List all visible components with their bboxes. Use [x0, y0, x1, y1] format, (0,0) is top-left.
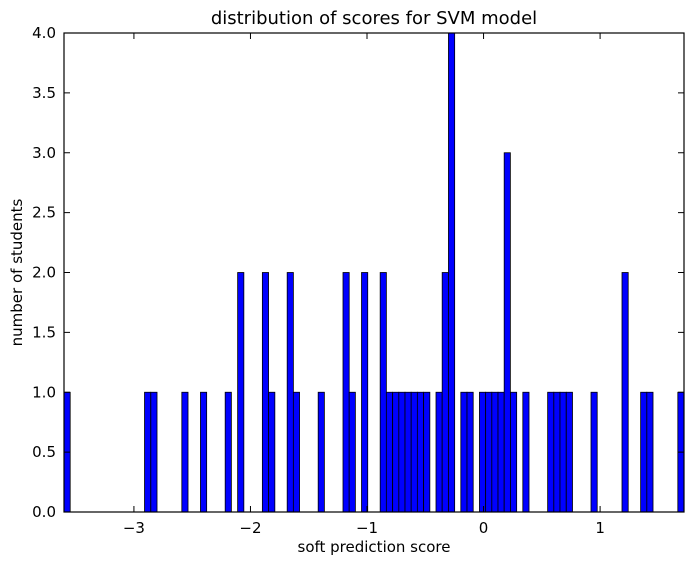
histogram-bar: [435, 391, 443, 513]
x-tick-label: 0: [479, 519, 489, 537]
histogram-bar: [460, 391, 468, 513]
x-tick-label: −3: [123, 519, 145, 537]
histogram-bar: [379, 272, 387, 513]
histogram-bar: [479, 391, 487, 513]
histogram-bar: [150, 391, 158, 513]
chart-title: distribution of scores for SVM model: [211, 8, 537, 29]
x-axis-label: soft prediction score: [298, 538, 451, 556]
histogram-bar: [224, 391, 232, 513]
y-tick-label: 2.0: [32, 264, 56, 282]
histogram-bar: [237, 272, 245, 513]
histogram-bar: [503, 152, 511, 513]
y-axis-label: number of students: [8, 198, 26, 346]
histogram-bar: [621, 272, 629, 513]
y-tick-label: 1.5: [32, 323, 56, 341]
histogram-bar: [553, 391, 561, 513]
histogram-bar: [491, 391, 499, 513]
histogram-bar: [646, 391, 654, 513]
x-axis: −3 −2 −1 0 1: [123, 33, 605, 537]
histogram-bar: [448, 32, 456, 513]
histogram-bar: [398, 391, 406, 513]
histogram-bar: [392, 391, 400, 513]
histogram-bar: [441, 272, 449, 513]
histogram-bar: [200, 391, 208, 513]
histogram-bar: [416, 391, 424, 513]
y-tick-label: 2.5: [32, 204, 56, 222]
x-tick-label: −2: [239, 519, 261, 537]
x-tick-label: 1: [595, 519, 605, 537]
y-tick-label: 0.0: [32, 503, 56, 521]
histogram-bar: [423, 391, 431, 513]
histogram-bar: [286, 272, 294, 513]
histogram-bar: [590, 391, 598, 513]
histogram-bar: [547, 391, 555, 513]
histogram-bar: [361, 272, 369, 513]
histogram-bar: [522, 391, 530, 513]
histogram-bar: [342, 272, 350, 513]
histogram-bar: [292, 391, 300, 513]
histogram-bar: [261, 272, 269, 513]
y-axis: 0.0 0.5 1.0 1.5 2.0 2.5 3.0 3.5 4.0: [32, 24, 684, 521]
histogram-bar: [181, 391, 189, 513]
histogram-bar: [497, 391, 505, 513]
histogram-bar: [559, 391, 567, 513]
histogram-bar: [510, 391, 518, 513]
histogram-bar: [640, 391, 648, 513]
histogram-bar: [404, 391, 412, 513]
histogram-bar: [268, 391, 276, 513]
histogram-bar: [348, 391, 356, 513]
y-tick-label: 1.0: [32, 383, 56, 401]
histogram-bar: [144, 391, 152, 513]
y-tick-label: 3.0: [32, 144, 56, 162]
histogram-bar: [485, 391, 493, 513]
histogram-bar: [410, 391, 418, 513]
y-tick-label: 4.0: [32, 24, 56, 42]
y-tick-label: 0.5: [32, 443, 56, 461]
y-tick-label: 3.5: [32, 84, 56, 102]
histogram-bar: [565, 391, 573, 513]
x-tick-label: −1: [356, 519, 378, 537]
histogram-bar: [317, 391, 325, 513]
histogram-bar: [466, 391, 474, 513]
histogram-bar: [385, 391, 393, 513]
